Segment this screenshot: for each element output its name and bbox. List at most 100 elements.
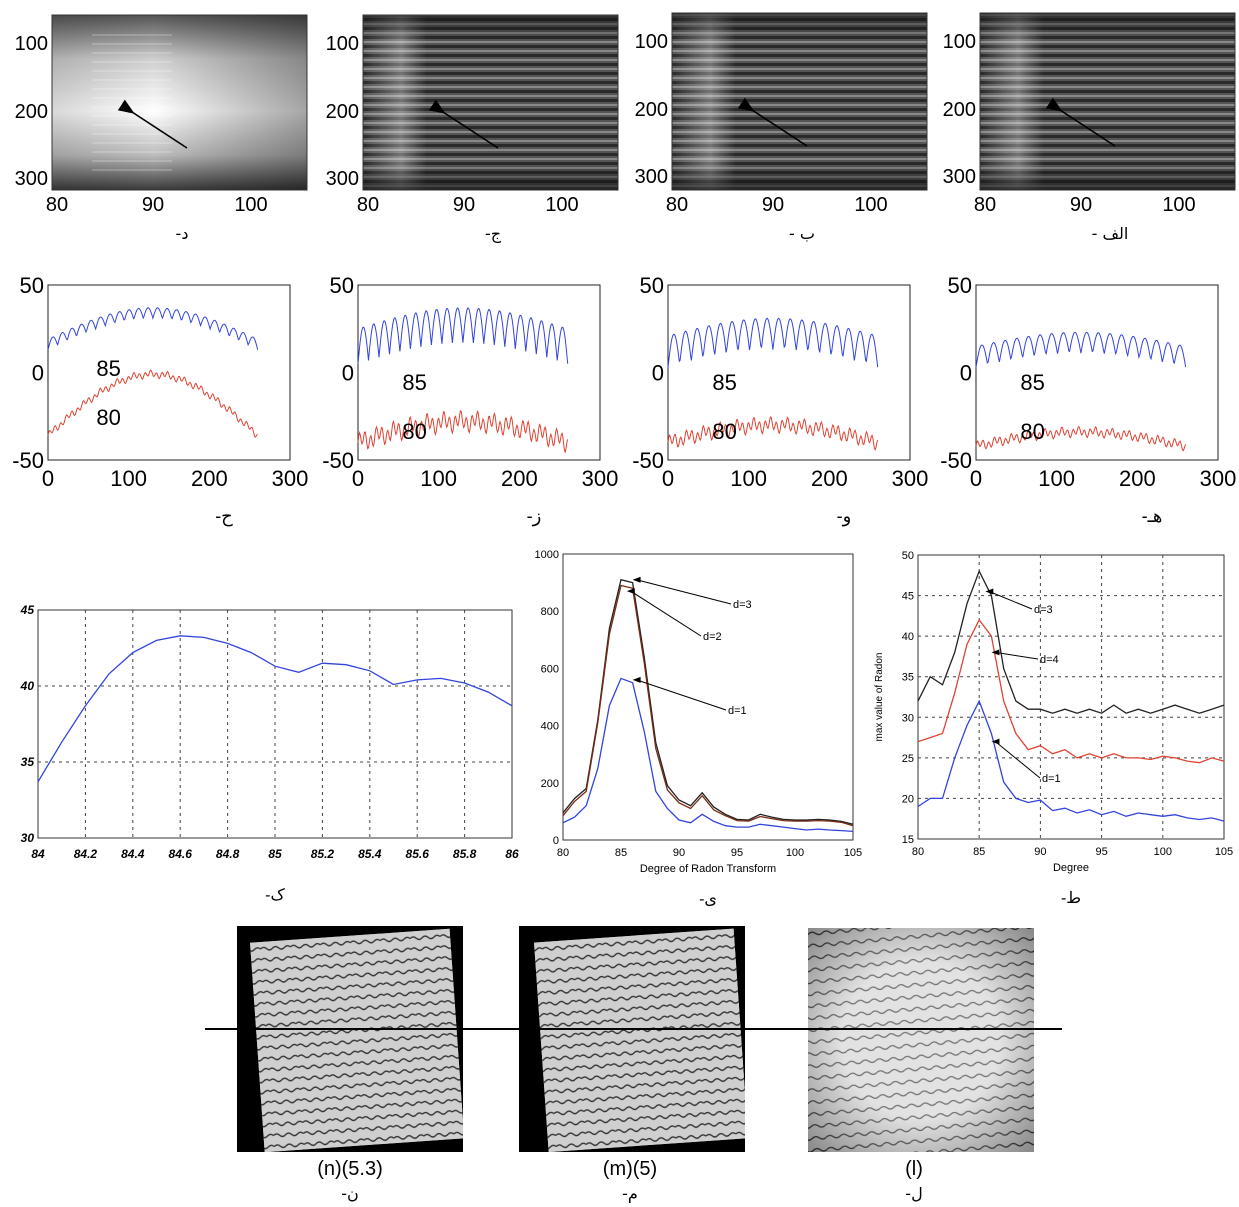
- chart-caption: ی-: [699, 891, 717, 908]
- series-85-line: [975, 331, 1187, 368]
- xtick-label: 100: [110, 466, 147, 491]
- series-85-line: [357, 307, 569, 364]
- annotation-label: d=1: [728, 705, 747, 717]
- plot-frame: [357, 284, 601, 461]
- ytick-label: 100: [325, 33, 359, 55]
- xtick-label: 0: [662, 466, 674, 491]
- xtick-label: 84: [31, 847, 45, 861]
- xtick-label: 85.6: [406, 847, 430, 861]
- ytick-label: -50: [940, 448, 972, 473]
- xtick-label: 84.4: [121, 847, 145, 861]
- doc-caption-m: م-: [622, 1184, 638, 1203]
- ytick-label: 45: [902, 591, 914, 603]
- panel-caption: ج-: [484, 224, 502, 243]
- x-axis-label: Degree of Radon Transform: [640, 863, 776, 875]
- spectrogram-4: [979, 12, 1236, 191]
- spectrogram-shade: [52, 15, 307, 190]
- xtick-label: 84.8: [216, 847, 240, 861]
- annotation-arrow: [985, 588, 994, 595]
- xtick-label: 300: [272, 466, 309, 491]
- xtick-label: 300: [1200, 466, 1237, 491]
- plot-frame: [917, 554, 1225, 840]
- ytick-label: 25: [902, 753, 914, 765]
- xtick-label: 100: [1038, 466, 1075, 491]
- spectrogram-edge: [363, 15, 618, 190]
- xtick-label: 80: [665, 194, 689, 216]
- series-85-line: [667, 317, 879, 368]
- row1-svg: [51, 12, 1236, 191]
- ytick-label: 50: [640, 273, 664, 298]
- x-axis-label: Degree: [1053, 862, 1089, 874]
- doc-image-n: [237, 926, 463, 1152]
- series-line-d=3: [562, 578, 854, 825]
- series-85-label: 85: [712, 370, 736, 395]
- ytick-label: 45: [20, 603, 35, 617]
- ytick-label: 20: [902, 793, 914, 805]
- doc-caption-n: ن-: [341, 1184, 359, 1203]
- series-85-label: 85: [96, 356, 120, 381]
- xtick-label: 90: [452, 194, 476, 216]
- xtick-label: 80: [45, 194, 69, 216]
- series-85-label: 85: [402, 370, 426, 395]
- series-80-line: [47, 369, 258, 438]
- arrow: [117, 99, 188, 149]
- xtick-label: 80: [912, 846, 924, 858]
- xtick-label: 100: [234, 194, 268, 216]
- xtick-label: 85.4: [358, 847, 382, 861]
- series-80-line: [357, 409, 569, 454]
- series-80-label: 80: [1020, 419, 1044, 444]
- xtick-label: 100: [1154, 846, 1172, 858]
- xtick-label: 85: [973, 846, 985, 858]
- ytick-label: 300: [942, 166, 976, 188]
- series-80-label: 80: [402, 419, 426, 444]
- xtick-label: 95: [731, 847, 743, 859]
- chart-caption: ک-: [265, 887, 285, 904]
- xtick-label: 100: [854, 194, 888, 216]
- panel-caption: ز-: [527, 506, 542, 527]
- ytick-label: 200: [942, 99, 976, 121]
- plot-frame: [47, 284, 291, 461]
- doc-label-n: (n)(5.3): [317, 1158, 383, 1180]
- xtick-label: 105: [1215, 846, 1233, 858]
- ytick-label: 400: [541, 721, 559, 733]
- xtick-label: 100: [420, 466, 457, 491]
- series-line-d=3: [917, 569, 1225, 714]
- arrow: [1045, 97, 1116, 147]
- annotation-line: [630, 590, 702, 637]
- xtick-label: 0: [970, 466, 982, 491]
- ytick-label: 800: [541, 606, 559, 618]
- spectrogram-1: [51, 14, 308, 191]
- xtick-label: 85.8: [453, 847, 477, 861]
- series-80-line: [667, 416, 879, 451]
- series-85-label: 85: [1020, 370, 1044, 395]
- annotation-line: [995, 651, 1039, 660]
- spectrogram-3: [671, 12, 928, 191]
- ytick-label: 30: [21, 831, 35, 845]
- ytick-label: 50: [948, 273, 972, 298]
- xtick-label: 300: [892, 466, 929, 491]
- chart-y: 80 85 90 95 100 105 0 200 400 600 800 1000 Degree of…: [535, 549, 863, 908]
- annotation-label: d=1: [1042, 773, 1061, 785]
- xtick-label: 90: [673, 847, 685, 859]
- ytick-label: 0: [342, 361, 354, 386]
- annotation-line: [636, 579, 732, 605]
- xtick-label: 90: [141, 194, 165, 216]
- ytick-label: 300: [325, 168, 359, 190]
- annotation-label: d=3: [1034, 604, 1053, 616]
- chart-caption: ط-: [1061, 890, 1081, 907]
- xtick-label: 0: [352, 466, 364, 491]
- xtick-label: 100: [1162, 194, 1196, 216]
- xtick-label: 80: [557, 847, 569, 859]
- plot-frame: [975, 284, 1219, 461]
- series-line-main: [37, 635, 513, 783]
- ytick-label: 300: [14, 168, 48, 190]
- xtick-label: 200: [1119, 466, 1156, 491]
- doc-label-m: (m)(5): [602, 1158, 658, 1180]
- spectrogram-frame: [979, 12, 1236, 191]
- xtick-label: 90: [1034, 846, 1046, 858]
- xtick-label: 84.2: [74, 847, 98, 861]
- ytick-label: 0: [652, 361, 664, 386]
